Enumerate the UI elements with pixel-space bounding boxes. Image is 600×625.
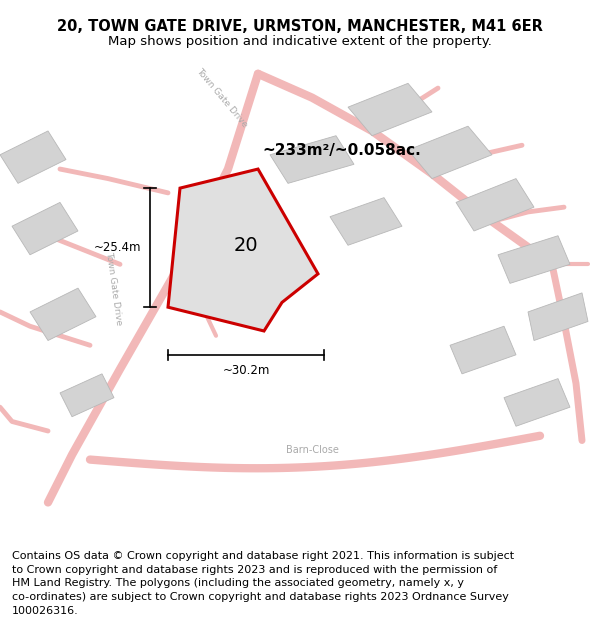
- Polygon shape: [330, 198, 402, 245]
- Polygon shape: [60, 374, 114, 417]
- Text: ~25.4m: ~25.4m: [94, 241, 141, 254]
- Polygon shape: [0, 131, 66, 183]
- Text: 20, TOWN GATE DRIVE, URMSTON, MANCHESTER, M41 6ER: 20, TOWN GATE DRIVE, URMSTON, MANCHESTER…: [57, 19, 543, 34]
- Polygon shape: [498, 236, 570, 283]
- Polygon shape: [12, 202, 78, 255]
- Polygon shape: [456, 179, 534, 231]
- Text: Contains OS data © Crown copyright and database right 2021. This information is : Contains OS data © Crown copyright and d…: [12, 551, 514, 616]
- Text: 20: 20: [233, 236, 259, 255]
- Text: ~30.2m: ~30.2m: [223, 364, 269, 378]
- Polygon shape: [504, 379, 570, 426]
- Text: Barn-Close: Barn-Close: [286, 445, 338, 455]
- Polygon shape: [450, 326, 516, 374]
- Polygon shape: [408, 126, 492, 179]
- Polygon shape: [30, 288, 96, 341]
- Text: Town Gate Drive: Town Gate Drive: [194, 66, 250, 129]
- Polygon shape: [270, 136, 354, 183]
- Polygon shape: [528, 293, 588, 341]
- Polygon shape: [168, 169, 318, 331]
- Polygon shape: [348, 83, 432, 136]
- Text: Map shows position and indicative extent of the property.: Map shows position and indicative extent…: [108, 36, 492, 48]
- Text: Town Gate Drive: Town Gate Drive: [104, 251, 124, 326]
- Text: ~233m²/~0.058ac.: ~233m²/~0.058ac.: [263, 142, 421, 158]
